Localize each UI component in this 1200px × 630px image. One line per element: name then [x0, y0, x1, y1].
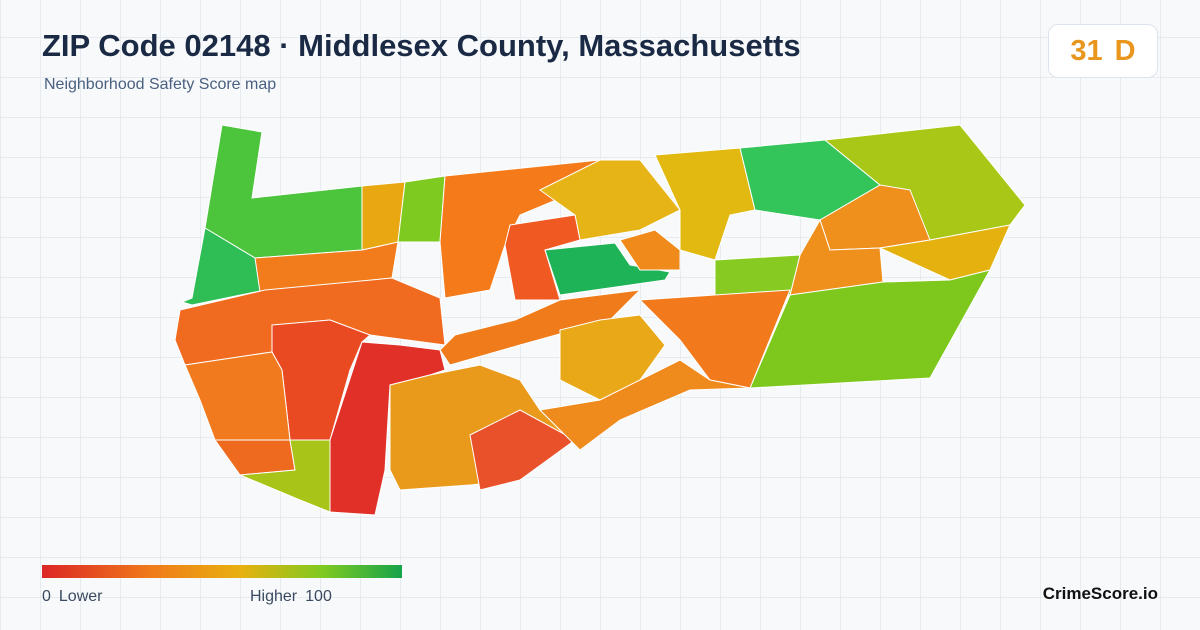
region	[397, 175, 446, 243]
subtitle: Neighborhood Safety Score map	[44, 76, 277, 93]
region	[239, 439, 331, 513]
region	[184, 351, 291, 441]
brand: CrimeScore.io	[1042, 584, 1158, 603]
legend-max-label: Higher	[250, 588, 298, 605]
legend-low: 0 Lower	[42, 588, 102, 606]
title: ZIP Code 02148 · Middlesex County, Massa…	[42, 28, 801, 63]
region	[504, 214, 581, 301]
score-value: 31	[1070, 35, 1103, 67]
region	[439, 289, 642, 366]
region	[469, 409, 576, 491]
legend-high: Higher 100	[250, 588, 332, 606]
region	[544, 242, 671, 296]
legend-gradient	[42, 565, 402, 578]
legend-min: 0	[42, 588, 51, 605]
score-badge: 31 D	[1048, 24, 1158, 78]
region	[619, 229, 681, 271]
region	[714, 254, 801, 296]
region	[254, 241, 399, 293]
legend-min-label: Lower	[58, 588, 103, 605]
score-grade: D	[1114, 35, 1136, 67]
region	[538, 359, 751, 451]
legend-max: 100	[305, 588, 332, 605]
region	[214, 439, 296, 476]
region	[204, 124, 363, 259]
region	[559, 314, 666, 401]
